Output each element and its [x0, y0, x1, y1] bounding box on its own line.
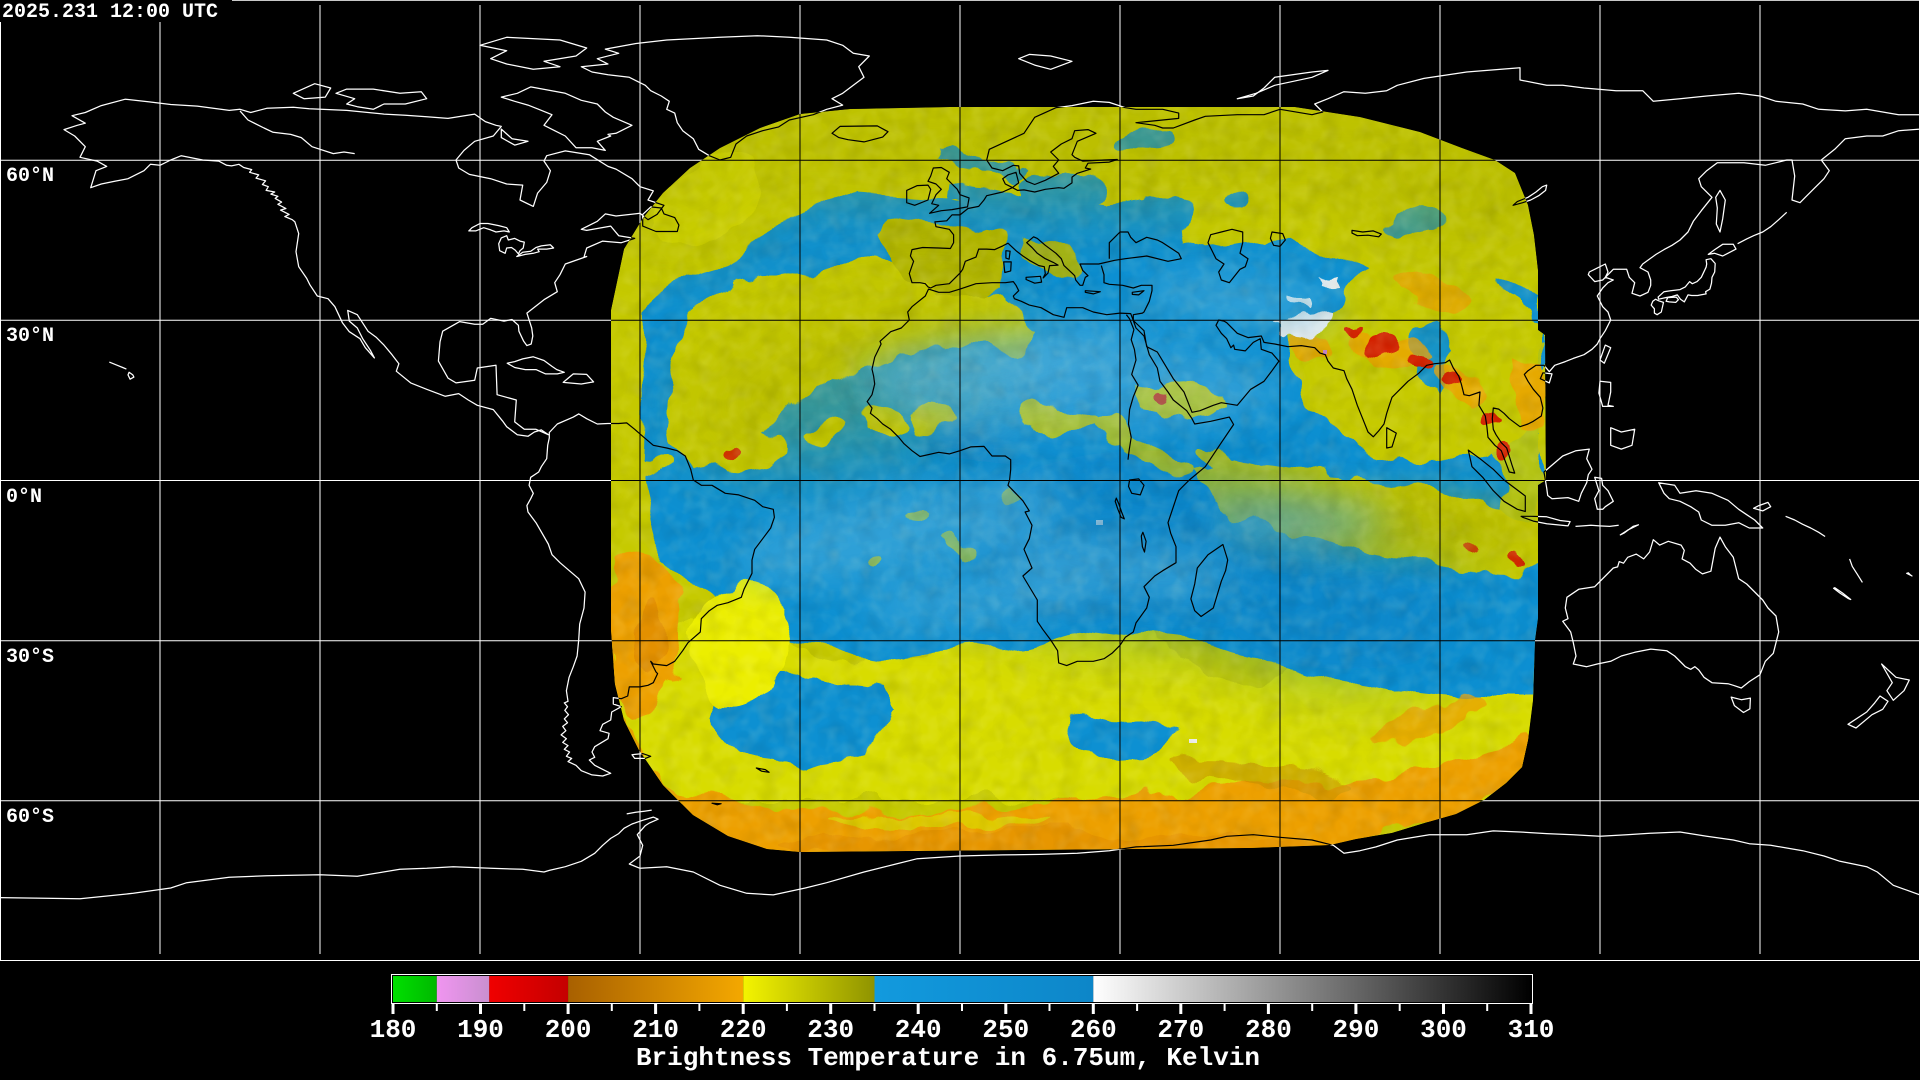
- svg-text:230: 230: [807, 1015, 854, 1045]
- svg-text:260: 260: [1070, 1015, 1117, 1045]
- svg-text:60°N: 60°N: [6, 165, 54, 188]
- svg-text:60°S: 60°S: [6, 806, 54, 829]
- svg-text:200: 200: [545, 1015, 592, 1045]
- svg-text:290: 290: [1332, 1015, 1379, 1045]
- svg-text:300: 300: [1420, 1015, 1467, 1045]
- svg-text:190: 190: [457, 1015, 504, 1045]
- svg-text:210: 210: [632, 1015, 679, 1045]
- svg-text:0°N: 0°N: [6, 486, 42, 509]
- svg-text:310: 310: [1508, 1015, 1555, 1045]
- svg-text:280: 280: [1245, 1015, 1292, 1045]
- svg-text:270: 270: [1157, 1015, 1204, 1045]
- svg-text:220: 220: [720, 1015, 767, 1045]
- svg-text:30°S: 30°S: [6, 646, 54, 669]
- svg-text:2025.231 12:00 UTC: 2025.231 12:00 UTC: [2, 1, 218, 24]
- svg-text:Brightness Temperature in 6.75: Brightness Temperature in 6.75um, Kelvin: [636, 1043, 1260, 1073]
- svg-text:250: 250: [982, 1015, 1029, 1045]
- svg-text:180: 180: [370, 1015, 417, 1045]
- svg-text:30°N: 30°N: [6, 325, 54, 348]
- svg-text:240: 240: [895, 1015, 942, 1045]
